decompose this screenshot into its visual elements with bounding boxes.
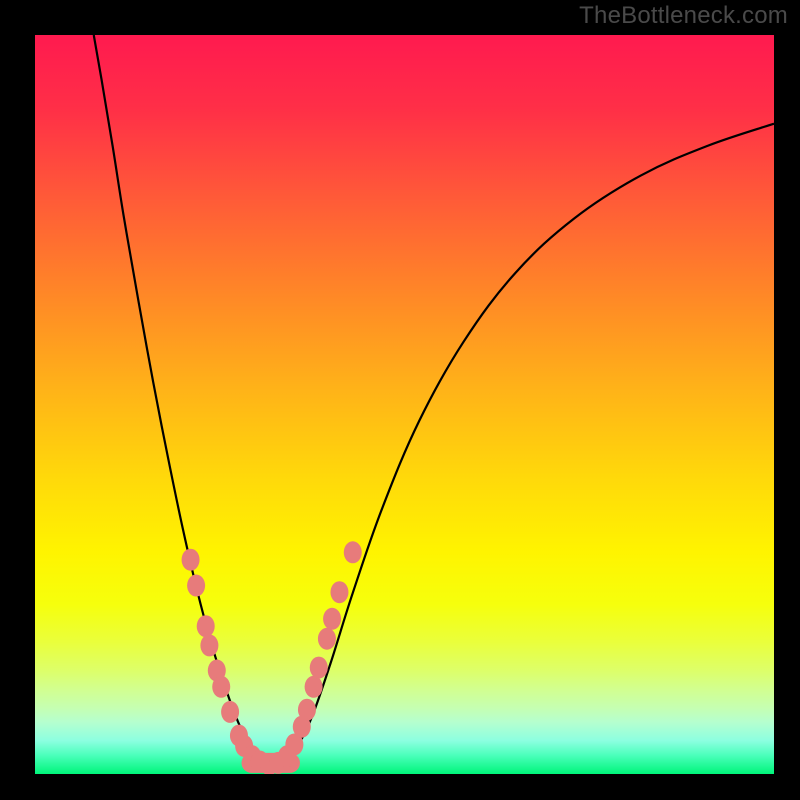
data-marker xyxy=(318,628,336,650)
chart-stage: TheBottleneck.com xyxy=(0,0,800,800)
data-marker xyxy=(187,575,205,597)
chart-svg xyxy=(35,35,774,774)
data-marker xyxy=(298,699,316,721)
data-marker xyxy=(221,701,239,723)
data-marker xyxy=(182,549,200,571)
data-marker xyxy=(212,676,230,698)
data-marker xyxy=(344,541,362,563)
data-marker xyxy=(305,676,323,698)
watermark-text: TheBottleneck.com xyxy=(579,2,788,30)
data-marker xyxy=(323,608,341,630)
gradient-background xyxy=(35,35,774,774)
data-marker xyxy=(330,581,348,603)
plot-area xyxy=(35,35,774,774)
data-marker xyxy=(197,615,215,637)
data-marker xyxy=(310,657,328,679)
data-marker xyxy=(200,634,218,656)
